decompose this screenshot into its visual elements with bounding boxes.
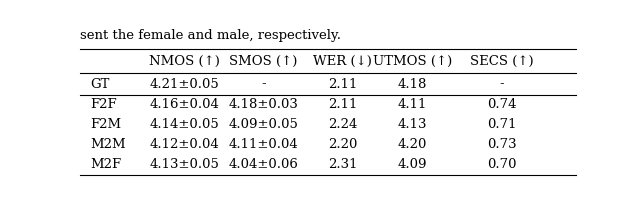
Text: WER (↓): WER (↓) [314,54,372,67]
Text: M2F: M2F [90,158,121,171]
Text: 0.74: 0.74 [487,98,516,111]
Text: -: - [261,78,266,91]
Text: F2F: F2F [90,98,116,111]
Text: 4.16±0.04: 4.16±0.04 [149,98,219,111]
Text: 0.73: 0.73 [487,138,516,151]
Text: 4.21±0.05: 4.21±0.05 [149,78,219,91]
Text: 4.11: 4.11 [397,98,427,111]
Text: sent the female and male, respectively.: sent the female and male, respectively. [80,29,341,42]
Text: 4.20: 4.20 [397,138,427,151]
Text: NMOS (↑): NMOS (↑) [148,54,220,67]
Text: 4.13±0.05: 4.13±0.05 [149,158,219,171]
Text: 0.70: 0.70 [487,158,516,171]
Text: 4.09: 4.09 [397,158,427,171]
Text: SECS (↑): SECS (↑) [470,54,533,67]
Text: 4.09±0.05: 4.09±0.05 [228,118,298,131]
Text: -: - [499,78,504,91]
Text: 4.04±0.06: 4.04±0.06 [228,158,298,171]
Text: 0.71: 0.71 [487,118,516,131]
Text: 2.11: 2.11 [328,78,358,91]
Text: 4.18: 4.18 [397,78,427,91]
Text: 2.11: 2.11 [328,98,358,111]
Text: M2M: M2M [90,138,125,151]
Text: 2.24: 2.24 [328,118,358,131]
Text: GT: GT [90,78,109,91]
Text: 4.13: 4.13 [397,118,427,131]
Text: 4.11±0.04: 4.11±0.04 [228,138,298,151]
Text: 2.31: 2.31 [328,158,358,171]
Text: 4.12±0.04: 4.12±0.04 [149,138,219,151]
Text: UTMOS (↑): UTMOS (↑) [372,54,452,67]
Text: SMOS (↑): SMOS (↑) [229,54,298,67]
Text: F2M: F2M [90,118,121,131]
Text: 2.20: 2.20 [328,138,358,151]
Text: 4.18±0.03: 4.18±0.03 [228,98,298,111]
Text: 4.14±0.05: 4.14±0.05 [149,118,219,131]
